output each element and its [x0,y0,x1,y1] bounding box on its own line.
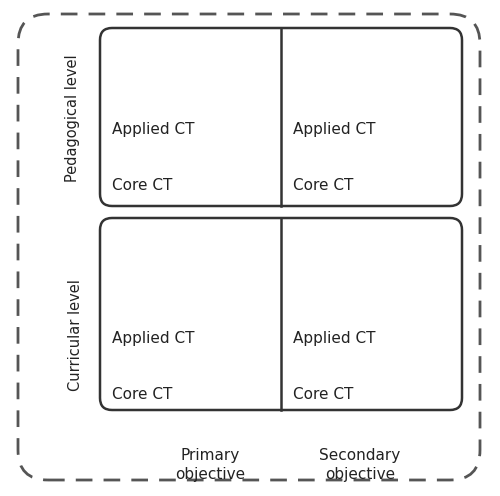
Text: Core CT: Core CT [293,387,354,402]
Text: Primary
objective: Primary objective [175,448,245,482]
Text: Applied CT: Applied CT [293,122,376,137]
Text: Core CT: Core CT [293,178,354,193]
Text: Core CT: Core CT [112,387,172,402]
Text: Applied CT: Applied CT [112,122,194,137]
Text: Curricular level: Curricular level [68,279,82,391]
Text: Secondary
objective: Secondary objective [320,448,400,482]
Text: Applied CT: Applied CT [293,331,376,346]
Text: Applied CT: Applied CT [112,331,194,346]
Text: Pedagogical level: Pedagogical level [64,54,80,182]
Text: Core CT: Core CT [112,178,172,193]
